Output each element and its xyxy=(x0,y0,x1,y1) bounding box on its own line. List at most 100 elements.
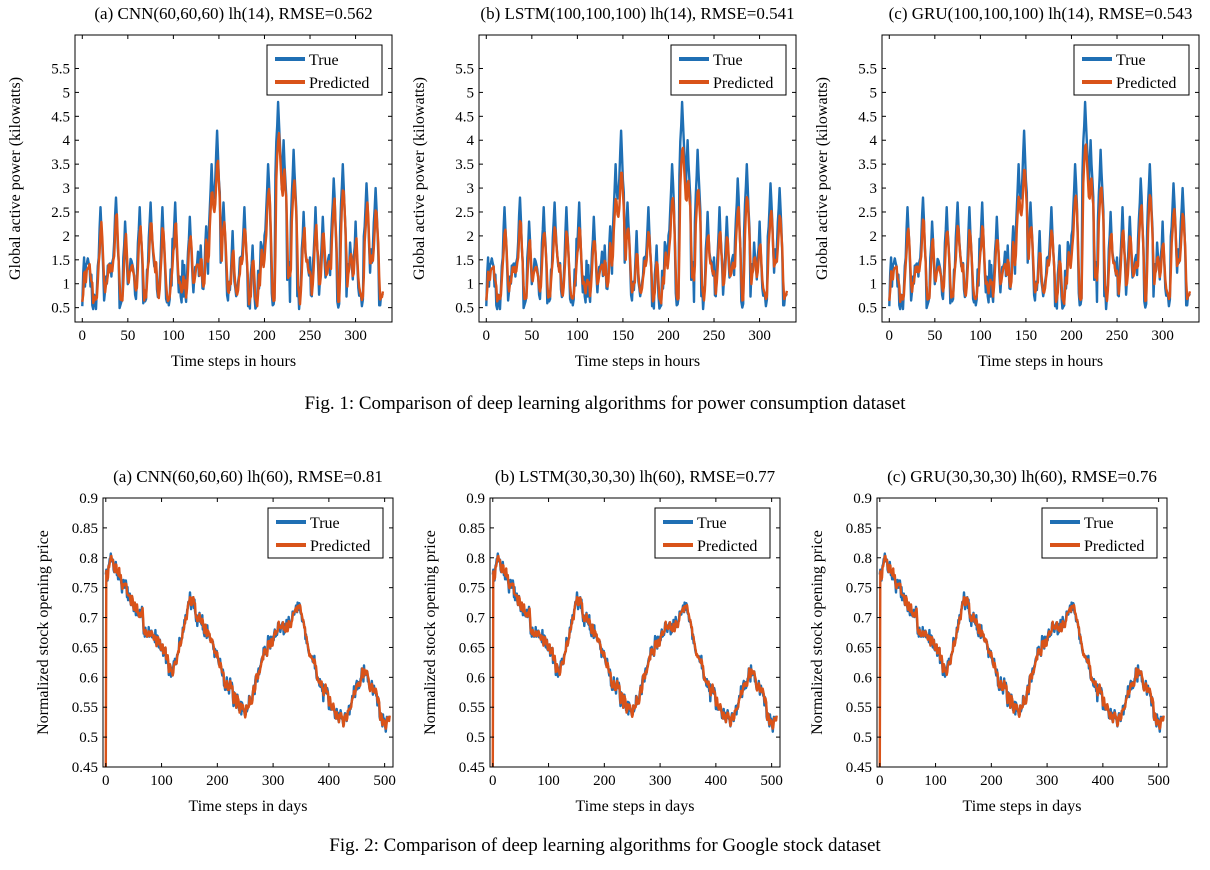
x-tick-label: 100 xyxy=(150,773,173,789)
y-tick-label: 3.5 xyxy=(51,157,70,173)
legend-label-predicted: Predicted xyxy=(309,75,369,92)
legend-box xyxy=(267,507,384,559)
y-axis-label: Normalized stock opening price xyxy=(422,530,439,735)
chart-3: (c) GRU(100,100,100) lh(14), RMSE=0.543 0… xyxy=(814,4,1200,370)
x-tick-label: 400 xyxy=(1092,773,1115,789)
y-tick-label: 0.7 xyxy=(466,611,485,627)
y-tick-label: 0.85 xyxy=(72,521,98,537)
plot-frame xyxy=(489,497,781,768)
x-tick-label: 300 xyxy=(748,328,771,344)
legend-label-predicted: Predicted xyxy=(697,538,757,555)
x-tick-label: 300 xyxy=(262,773,285,789)
x-axis-label: Time steps in days xyxy=(576,798,695,815)
y-tick-label: 0.5 xyxy=(853,730,872,746)
y-tick-label: 5.5 xyxy=(455,61,474,77)
x-tick-label: 150 xyxy=(612,328,635,344)
x-tick-label: 100 xyxy=(162,328,185,344)
legend-box xyxy=(670,44,787,96)
x-tick-label: 100 xyxy=(969,328,992,344)
x-tick-label: 100 xyxy=(566,328,589,344)
y-tick-label: 0.65 xyxy=(459,640,485,656)
y-tick-label: 0.6 xyxy=(466,670,485,686)
y-tick-label: 0.5 xyxy=(858,301,877,317)
series-line-predicted xyxy=(888,143,1192,305)
y-tick-label: 0.8 xyxy=(79,551,98,567)
series-line-true xyxy=(888,100,1191,311)
legend-label-true: True xyxy=(697,515,727,532)
chart-title: (c) GRU(30,30,30) lh(60), RMSE=0.76 xyxy=(887,467,1157,486)
y-tick-label: 0.55 xyxy=(846,700,872,716)
chart-1: (a) CNN(60,60,60) lh(14), RMSE=0.562 0 50 1… xyxy=(7,4,393,370)
x-tick-label: 100 xyxy=(924,773,947,789)
legend-label-predicted: Predicted xyxy=(1116,75,1176,92)
x-tick-label: 150 xyxy=(1015,328,1038,344)
y-tick-label: 4.5 xyxy=(858,109,877,125)
chart-4: (a) CNN(60,60,60) lh(60), RMSE=0.81 0 100 2… xyxy=(35,467,396,815)
chart-title: (a) CNN(60,60,60) lh(60), RMSE=0.81 xyxy=(113,467,383,486)
figure-2-caption: Fig. 2: Comparison of deep learning algo… xyxy=(329,835,881,856)
y-tick-label: 2 xyxy=(870,229,878,245)
y-tick-label: 0.9 xyxy=(79,491,98,507)
y-axis-label: Global active power (kilowatts) xyxy=(814,77,831,280)
legend-box xyxy=(1073,44,1190,96)
y-tick-label: 1 xyxy=(870,277,878,293)
y-tick-label: 1.5 xyxy=(858,253,877,269)
series-group xyxy=(81,100,385,311)
y-tick-label: 3.5 xyxy=(455,157,474,173)
legend-box xyxy=(654,507,771,559)
y-tick-label: 5 xyxy=(467,85,475,101)
y-tick-label: 0.5 xyxy=(466,730,485,746)
x-tick-label: 300 xyxy=(649,773,672,789)
x-tick-label: 0 xyxy=(483,328,491,344)
chart-title: (b) LSTM(30,30,30) lh(60), RMSE=0.77 xyxy=(495,467,776,486)
y-tick-label: 5 xyxy=(63,85,71,101)
x-tick-label: 50 xyxy=(927,328,942,344)
y-tick-label: 4 xyxy=(63,133,71,149)
y-tick-label: 0.9 xyxy=(466,491,485,507)
plot-frame xyxy=(74,34,393,323)
x-tick-label: 500 xyxy=(373,773,396,789)
y-tick-label: 2 xyxy=(467,229,475,245)
x-tick-label: 250 xyxy=(1106,328,1129,344)
x-tick-label: 0 xyxy=(79,328,87,344)
x-axis-label: Time steps in days xyxy=(963,798,1082,815)
legend-label-true: True xyxy=(309,52,339,69)
y-tick-label: 3 xyxy=(870,181,878,197)
x-tick-label: 0 xyxy=(886,328,894,344)
y-tick-label: 3 xyxy=(467,181,475,197)
x-tick-label: 300 xyxy=(1036,773,1059,789)
x-tick-label: 50 xyxy=(120,328,135,344)
series-group xyxy=(888,100,1192,311)
y-tick-label: 0.45 xyxy=(846,760,872,776)
y-tick-label: 0.6 xyxy=(853,670,872,686)
x-axis-label: Time steps in hours xyxy=(171,353,296,370)
y-tick-label: 5 xyxy=(870,85,878,101)
y-tick-label: 5.5 xyxy=(858,61,877,77)
x-tick-label: 400 xyxy=(318,773,341,789)
x-axis-label: Time steps in days xyxy=(189,798,308,815)
x-tick-label: 200 xyxy=(657,328,680,344)
chart-title: (b) LSTM(100,100,100) lh(14), RMSE=0.541 xyxy=(480,4,794,23)
y-axis-label: Global active power (kilowatts) xyxy=(7,77,24,280)
plot-frame xyxy=(876,497,1168,768)
x-tick-label: 200 xyxy=(1060,328,1083,344)
x-tick-label: 200 xyxy=(593,773,616,789)
y-tick-label: 0.75 xyxy=(459,581,485,597)
chart-2: (b) LSTM(100,100,100) lh(14), RMSE=0.541… xyxy=(411,4,797,370)
x-tick-label: 0 xyxy=(876,773,884,789)
plot-frame xyxy=(102,497,394,768)
y-tick-label: 0.55 xyxy=(459,700,485,716)
y-tick-label: 0.5 xyxy=(51,301,70,317)
y-tick-label: 3 xyxy=(63,181,71,197)
y-tick-label: 0.7 xyxy=(79,611,98,627)
chart-5: (b) LSTM(30,30,30) lh(60), RMSE=0.77 0 100… xyxy=(422,467,783,815)
y-tick-label: 0.9 xyxy=(853,491,872,507)
y-tick-label: 0.8 xyxy=(466,551,485,567)
x-tick-label: 400 xyxy=(705,773,728,789)
y-tick-label: 1.5 xyxy=(455,253,474,269)
x-tick-label: 500 xyxy=(760,773,783,789)
y-tick-label: 0.8 xyxy=(853,551,872,567)
x-tick-label: 150 xyxy=(208,328,231,344)
series-group xyxy=(485,100,789,311)
